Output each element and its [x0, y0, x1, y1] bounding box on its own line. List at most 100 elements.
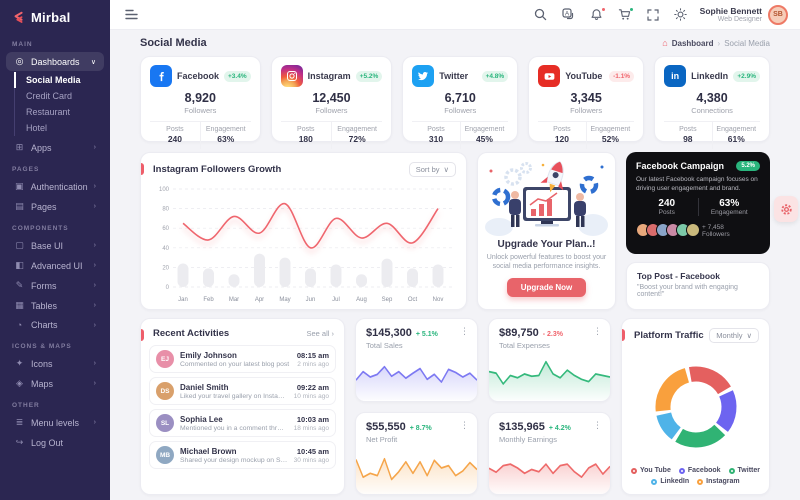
- svg-text:Jan: Jan: [178, 297, 188, 303]
- legend-dot: [697, 478, 704, 485]
- twitter-delta-badge: +4.8%: [481, 70, 509, 82]
- legend-dot: [651, 478, 658, 485]
- sidebar-item-maps[interactable]: ◈ Maps ›: [6, 374, 104, 393]
- breadcrumb-dashboard[interactable]: Dashboard: [671, 38, 714, 48]
- legend-item[interactable]: LinkedIn: [651, 478, 689, 485]
- sidebar: Mirbal MAIN ◎ Dashboards ∨ Social Media …: [0, 0, 110, 500]
- sidebar-item-restaurant[interactable]: Restaurant: [26, 107, 71, 117]
- monthly-dropdown[interactable]: Monthly ∨: [709, 328, 759, 343]
- gear-icon: [780, 203, 792, 215]
- sidebar-item-base-ui[interactable]: ▢ Base UI ›: [15, 240, 96, 251]
- fullscreen-icon[interactable]: [644, 6, 662, 24]
- user-menu[interactable]: Sophie Bennett Web Designer SB: [700, 4, 788, 25]
- legend-item[interactable]: Twitter: [728, 467, 760, 474]
- menu-levels-icon: ≣: [15, 417, 24, 427]
- user-info: Sophie Bennett Web Designer: [700, 6, 762, 23]
- avatar[interactable]: SB: [768, 4, 788, 25]
- platform-traffic-card: Platform Traffic Monthly ∨ You Tube Faceb…: [621, 318, 770, 495]
- list-item[interactable]: SL Sophia Lee Mentioned you in a comment…: [149, 409, 336, 437]
- apps-icon: ⊞: [15, 142, 24, 152]
- main-area: A Sophie Bennett Web Designer: [110, 0, 800, 500]
- title-accent-bar: [141, 329, 144, 341]
- user-name: Sophie Bennett: [699, 6, 762, 16]
- chevron-right-icon: ›: [93, 183, 96, 190]
- sidebar-item-tables[interactable]: ▦ Tables ›: [15, 300, 96, 311]
- legend-item[interactable]: Instagram: [697, 478, 740, 485]
- top-post-title: Top Post - Facebook: [637, 271, 720, 281]
- see-all-link[interactable]: See all ›: [306, 329, 334, 338]
- chevron-right-icon: ›: [93, 380, 96, 387]
- light-mode-sun-icon[interactable]: [672, 6, 690, 24]
- notification-badge: [600, 6, 606, 12]
- social-cards-row: Facebook +3.4% 8,920 Followers Posts 240 …: [140, 56, 770, 149]
- chevron-down-icon: ∨: [746, 331, 753, 340]
- chevron-right-icon: ›: [93, 321, 96, 329]
- sidebar-item-dashboards[interactable]: ◎ Dashboards ∨: [6, 52, 104, 71]
- sidebar-item-advanced-ui[interactable]: ◧ Advanced UI ›: [15, 260, 96, 271]
- sidebar-item-social-media[interactable]: Social Media: [14, 72, 104, 88]
- twitter-icon: [412, 65, 435, 87]
- hamburger-menu-icon[interactable]: [122, 6, 140, 24]
- svg-text:Aug: Aug: [356, 297, 367, 303]
- bottom-row: Recent Activities See all › EJ Emily Joh…: [140, 318, 770, 495]
- campaign-badge: 5.2%: [736, 161, 760, 171]
- top-post-card: Top Post - Facebook "Boost your brand wi…: [626, 262, 770, 310]
- settings-gear-button[interactable]: [774, 196, 798, 222]
- more-options-icon[interactable]: ⋮: [593, 326, 602, 336]
- sidebar-item-pages[interactable]: ▤ Pages ›: [15, 201, 96, 212]
- breadcrumb: ⌂ Dashboard › Social Media: [662, 38, 770, 48]
- sidebar-section-icons-maps: ICONS & MAPS: [12, 343, 72, 350]
- upgrade-now-button[interactable]: Upgrade Now: [506, 277, 587, 297]
- chevron-right-icon: ›: [93, 360, 96, 367]
- legend-item[interactable]: You Tube: [631, 467, 671, 474]
- brand-logo[interactable]: Mirbal: [0, 0, 110, 33]
- svg-text:100: 100: [159, 187, 170, 193]
- sidebar-item-log-out[interactable]: ↪ Log Out: [15, 437, 64, 448]
- shield-icon: ▣: [15, 181, 24, 191]
- title-accent-bar: [622, 329, 625, 341]
- upgrade-illustration: [485, 161, 608, 236]
- legend-item[interactable]: Facebook: [678, 467, 721, 474]
- stat-card: ⋮ $89,750 - 2.3% Total Expenses: [488, 318, 611, 402]
- sort-by-dropdown[interactable]: Sort by ∨: [408, 162, 456, 177]
- sidebar-item-apps[interactable]: ⊞ Apps ›: [15, 142, 96, 153]
- growth-chart-title: Instagram Followers Growth: [153, 164, 282, 175]
- youtube-card[interactable]: YouTube -1.1% 3,345 Followers Posts 120 E…: [528, 56, 645, 149]
- breadcrumb-separator: ›: [717, 38, 721, 48]
- sidebar-item-hotel[interactable]: Hotel: [26, 123, 48, 133]
- more-options-icon[interactable]: ⋮: [593, 419, 602, 430]
- svg-text:60: 60: [162, 226, 169, 232]
- stat-sparkline: [489, 352, 610, 401]
- sidebar-item-charts[interactable]: ◔ Charts ›: [6, 316, 104, 334]
- sidebar-item-authentication[interactable]: ▣ Authentication ›: [15, 181, 96, 192]
- twitter-card[interactable]: Twitter +4.8% 6,710 Followers Posts 310 E…: [402, 56, 519, 149]
- more-options-icon[interactable]: ⋮: [460, 326, 469, 336]
- stat-sparkline: [489, 446, 610, 494]
- legend-dot: [728, 467, 735, 474]
- notifications-bell-icon[interactable]: [588, 6, 606, 24]
- instagram-card[interactable]: Instagram +5.2% 12,450 Followers Posts 18…: [270, 56, 393, 149]
- chevron-right-icon: ›: [93, 262, 96, 269]
- sidebar-item-forms[interactable]: ✎ Forms ›: [15, 280, 96, 291]
- home-icon: ⌂: [662, 38, 668, 48]
- list-item[interactable]: EJ Emily Johnson Commented on your lates…: [149, 345, 336, 373]
- search-icon[interactable]: [532, 6, 550, 24]
- sidebar-item-icons[interactable]: ✦ Icons ›: [15, 358, 96, 369]
- more-options-icon[interactable]: ⋮: [460, 419, 469, 430]
- avatar: MB: [156, 446, 174, 464]
- chevron-down-icon: ∨: [90, 58, 96, 66]
- cart-icon[interactable]: [616, 6, 634, 24]
- list-item[interactable]: MB Michael Brown Shared your design mock…: [149, 441, 336, 469]
- chevron-right-icon: ›: [93, 419, 96, 426]
- facebook-card[interactable]: Facebook +3.4% 8,920 Followers Posts 240 …: [140, 56, 261, 149]
- instagram-icon: [280, 65, 303, 87]
- linkedin-card[interactable]: in LinkedIn +2.9% 4,380 Connections Post…: [654, 56, 770, 149]
- sidebar-item-credit-card[interactable]: Credit Card: [26, 91, 73, 101]
- list-item[interactable]: DS Daniel Smith Liked your travel galler…: [149, 377, 336, 405]
- campaign-followers: + 7,458 Followers: [702, 224, 730, 239]
- language-icon[interactable]: A: [560, 6, 578, 24]
- sidebar-section-other: OTHER: [12, 402, 40, 409]
- stat-card: ⋮ $135,965 + 4.2% Monthly Earnings: [488, 411, 611, 495]
- legend-dot: [678, 467, 685, 474]
- sidebar-item-menu-levels[interactable]: ≣ Menu levels ›: [15, 417, 96, 428]
